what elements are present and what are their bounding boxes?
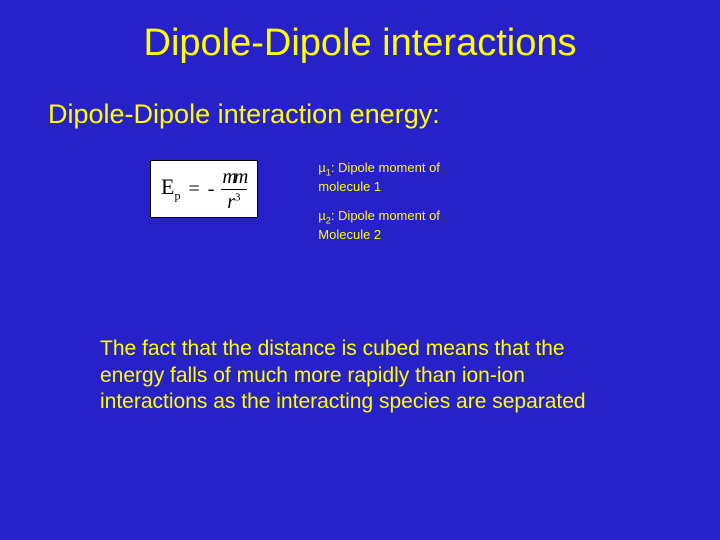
slide-subtitle: Dipole-Dipole interaction energy:: [0, 65, 720, 130]
denominator-var: r: [227, 191, 235, 213]
legend-item-1: µ1: Dipole moment of molecule 1: [318, 160, 478, 196]
mu1-text: : Dipole moment of molecule 1: [318, 160, 440, 194]
legend: µ1: Dipole moment of molecule 1 µ2: Dipo…: [258, 160, 478, 256]
denominator-exp: 3: [235, 191, 241, 203]
legend-item-2: µ2: Dipole moment of Molecule 2: [318, 208, 478, 244]
denominator: r3: [221, 189, 246, 212]
mu1-symbol: µ: [318, 160, 326, 175]
mu2-text: : Dipole moment of Molecule 2: [318, 208, 440, 242]
equals-sign: =: [180, 178, 207, 201]
slide-title: Dipole-Dipole interactions: [0, 0, 720, 65]
body-paragraph: The fact that the distance is cubed mean…: [0, 256, 720, 415]
mu2-symbol: µ: [318, 208, 326, 223]
numerator: mm: [220, 167, 247, 189]
formula-row: Ep = - mm r3 µ1: Dipole moment of molecu…: [0, 130, 720, 256]
formula-lhs-var: E: [161, 174, 174, 199]
formula-lhs: Ep: [161, 174, 180, 203]
formula-box: Ep = - mm r3: [150, 160, 258, 218]
fraction: mm r3: [220, 167, 247, 212]
negative-sign: -: [208, 178, 221, 201]
